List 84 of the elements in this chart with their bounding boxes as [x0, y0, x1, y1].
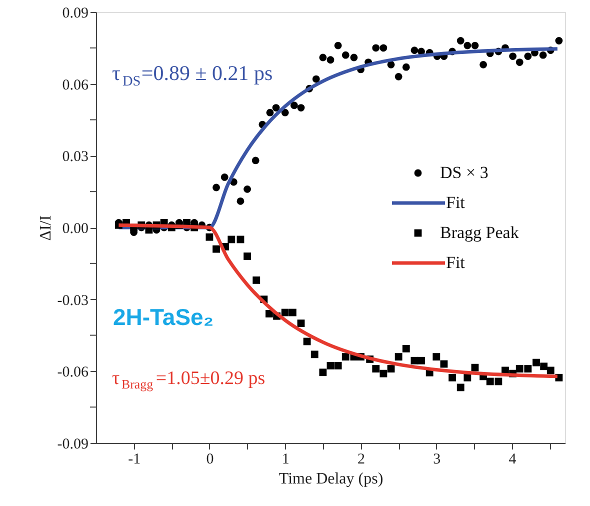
point — [387, 365, 395, 372]
point — [297, 104, 305, 112]
y-tick-label: -0.09 — [57, 436, 88, 452]
legend-label: DS × 3 — [440, 163, 488, 182]
point — [448, 374, 456, 382]
point — [402, 63, 410, 71]
point — [281, 308, 289, 316]
point — [326, 56, 334, 64]
y-tick-label: 0.03 — [62, 149, 88, 166]
point — [372, 365, 380, 372]
x-tick-label: 3 — [433, 452, 441, 468]
point — [532, 358, 540, 366]
point — [266, 108, 274, 116]
point — [334, 42, 342, 50]
point — [486, 378, 494, 386]
point — [220, 174, 228, 181]
legend-label: Fit — [446, 253, 466, 272]
point — [516, 58, 524, 66]
point — [266, 310, 273, 318]
point — [539, 51, 547, 59]
point — [402, 344, 410, 352]
y-axis-title: ΔI/I — [37, 215, 54, 241]
x-tick-label: 1 — [282, 452, 290, 468]
point — [312, 75, 320, 83]
point — [342, 51, 350, 59]
point — [394, 353, 402, 361]
point — [418, 356, 425, 364]
point — [464, 374, 472, 382]
point — [228, 236, 236, 244]
point — [303, 338, 311, 346]
x-axis-title: Time Delay (ps) — [278, 470, 384, 488]
y-tick-label: -0.06 — [57, 364, 89, 381]
point — [464, 42, 472, 50]
point — [546, 366, 554, 374]
point — [380, 370, 388, 378]
point — [380, 44, 388, 52]
point — [319, 54, 327, 62]
x-tick-label: 0 — [206, 452, 214, 468]
point — [212, 184, 220, 192]
point — [334, 362, 342, 370]
point — [244, 252, 251, 260]
point — [281, 108, 289, 116]
point — [394, 72, 402, 80]
legend-label: Bragg Peak — [440, 223, 520, 242]
annotation: 2H-TaSe₂ — [113, 304, 214, 330]
point — [252, 276, 260, 284]
point — [272, 104, 280, 112]
point — [524, 52, 532, 60]
point — [494, 378, 502, 386]
y-tick-label: 0.09 — [62, 6, 88, 22]
point — [387, 60, 395, 68]
point — [342, 353, 350, 361]
y-tick-label: -0.03 — [57, 292, 88, 309]
point — [319, 368, 327, 376]
point — [206, 233, 214, 241]
point — [244, 185, 251, 193]
point — [471, 364, 479, 372]
point — [310, 350, 318, 358]
point — [432, 353, 440, 361]
point — [471, 42, 479, 50]
point — [555, 37, 563, 44]
x-tick-label: -1 — [128, 452, 141, 468]
point — [350, 54, 358, 62]
point — [290, 102, 298, 110]
y-tick-label: 0.00 — [62, 221, 88, 237]
point — [540, 362, 548, 370]
legend-label: Fit — [446, 193, 466, 212]
point — [456, 37, 464, 44]
point — [509, 52, 517, 60]
point — [297, 320, 305, 327]
point — [524, 365, 532, 372]
point — [236, 197, 244, 205]
point — [326, 362, 334, 370]
point — [212, 245, 220, 253]
point — [456, 384, 464, 392]
point — [288, 308, 296, 316]
point — [410, 46, 418, 54]
y-tick-label: 0.06 — [62, 77, 89, 94]
point — [252, 156, 260, 164]
point — [516, 365, 524, 372]
point — [480, 60, 488, 68]
point — [372, 44, 380, 52]
x-tick-label: 2 — [358, 452, 366, 468]
x-tick-label: 4 — [508, 452, 517, 468]
